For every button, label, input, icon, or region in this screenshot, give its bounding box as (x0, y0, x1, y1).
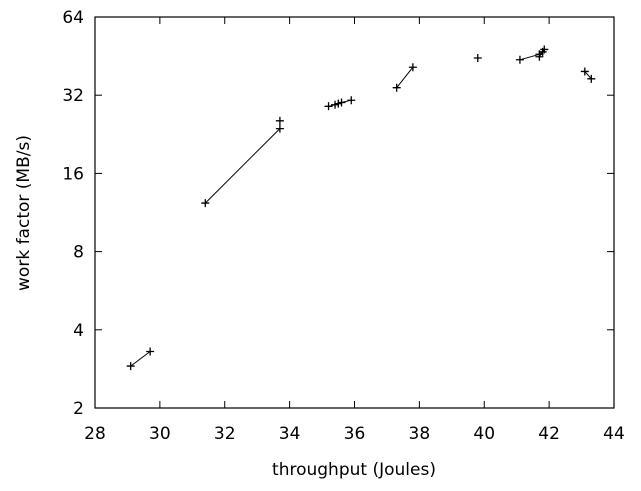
data-series (515, 45, 549, 64)
y-tick-label: 2 (73, 399, 84, 419)
data-point-marker (392, 83, 401, 92)
x-axis-label: throughput (Joules) (272, 460, 436, 480)
axes-layer: 28 30 32 34 36 38 40 42 44 2 4 8 16 32 64 (62, 8, 624, 444)
data-point-marker (337, 98, 346, 107)
x-tick-label: 36 (344, 424, 366, 444)
x-tick-label: 28 (84, 424, 106, 444)
y-tick-label: 64 (62, 8, 84, 28)
data-point-marker (473, 53, 482, 62)
data-point-marker (275, 124, 284, 133)
data-series (535, 47, 547, 61)
data-series (201, 124, 284, 208)
data-point-marker (146, 347, 155, 356)
x-tick-label: 30 (149, 424, 171, 444)
y-tick-label: 16 (62, 164, 84, 184)
data-point-marker (580, 67, 589, 76)
data-point-marker (347, 96, 356, 105)
data-point-marker (538, 47, 547, 56)
data-series (392, 63, 417, 92)
series-line (130, 351, 151, 367)
data-series (324, 96, 356, 111)
y-axis-label: work factor (MB/s) (14, 135, 34, 291)
y-tick-label: 8 (73, 243, 84, 263)
data-point-marker (126, 362, 135, 371)
data-point-marker (324, 102, 333, 111)
x-tick-label: 44 (603, 424, 625, 444)
series-layer (126, 45, 596, 371)
x-tick-label: 32 (214, 424, 236, 444)
x-tick-label: 40 (473, 424, 495, 444)
x-tick-label: 42 (538, 424, 560, 444)
data-series (275, 116, 284, 125)
data-point-marker (201, 199, 210, 208)
series-line (584, 71, 592, 80)
x-tick-label: 38 (409, 424, 431, 444)
y-tick-label: 32 (62, 86, 84, 106)
series-line (396, 66, 414, 89)
series-line (204, 128, 281, 204)
data-point-marker (587, 74, 596, 83)
data-point-marker (408, 63, 417, 72)
data-series (473, 53, 482, 62)
y-tick-label: 4 (73, 321, 84, 341)
data-series (126, 347, 155, 371)
x-tick-label: 34 (279, 424, 301, 444)
data-point-marker (515, 55, 524, 64)
data-series (580, 67, 596, 83)
data-point-marker (535, 52, 544, 61)
plot-frame (94, 16, 615, 409)
data-point-marker (275, 116, 284, 125)
